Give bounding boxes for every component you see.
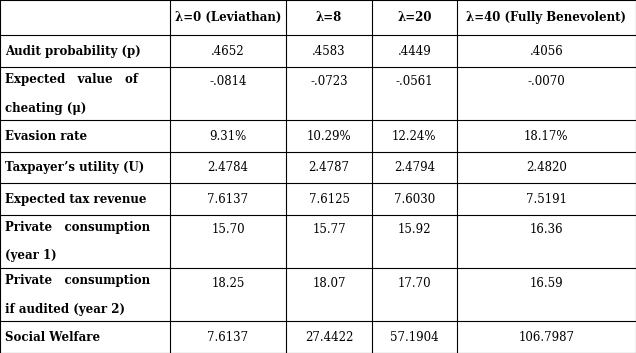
Text: cheating (μ): cheating (μ) [5, 102, 86, 114]
Text: Audit probability (p): Audit probability (p) [5, 45, 141, 58]
Text: 9.31%: 9.31% [209, 130, 247, 143]
Text: 7.6030: 7.6030 [394, 193, 435, 206]
Text: λ=0 (Leviathan): λ=0 (Leviathan) [175, 11, 281, 24]
Text: 57.1904: 57.1904 [390, 331, 439, 344]
Text: 10.29%: 10.29% [307, 130, 352, 143]
Text: 16.59: 16.59 [530, 277, 563, 289]
Text: 12.24%: 12.24% [392, 130, 436, 143]
Text: Expected tax revenue: Expected tax revenue [5, 193, 146, 206]
Text: Taxpayer’s utility (U): Taxpayer’s utility (U) [5, 161, 144, 174]
Text: Evasion rate: Evasion rate [5, 130, 87, 143]
Text: if audited (year 2): if audited (year 2) [5, 303, 125, 316]
Text: .4652: .4652 [211, 45, 245, 58]
Text: (year 1): (year 1) [5, 250, 57, 263]
Text: 16.36: 16.36 [530, 223, 563, 237]
Text: 18.25: 18.25 [211, 277, 245, 289]
Text: 2.4794: 2.4794 [394, 161, 435, 174]
Text: 7.6125: 7.6125 [308, 193, 350, 206]
Text: -.0070: -.0070 [527, 76, 565, 89]
Text: 2.4820: 2.4820 [526, 161, 567, 174]
Text: -.0723: -.0723 [310, 76, 348, 89]
Text: 17.70: 17.70 [398, 277, 431, 289]
Text: λ=20: λ=20 [397, 11, 432, 24]
Text: Social Welfare: Social Welfare [5, 331, 100, 344]
Text: 7.6137: 7.6137 [207, 331, 249, 344]
Text: 2.4784: 2.4784 [207, 161, 249, 174]
Text: 7.6137: 7.6137 [207, 193, 249, 206]
Text: 15.77: 15.77 [312, 223, 346, 237]
Text: λ=8: λ=8 [316, 11, 342, 24]
Text: Private   consumption: Private consumption [5, 274, 150, 287]
Text: .4583: .4583 [312, 45, 346, 58]
Text: .4056: .4056 [529, 45, 563, 58]
Text: 18.17%: 18.17% [524, 130, 569, 143]
Text: 15.70: 15.70 [211, 223, 245, 237]
Text: 18.07: 18.07 [312, 277, 346, 289]
Text: 7.5191: 7.5191 [526, 193, 567, 206]
Text: 2.4787: 2.4787 [308, 161, 350, 174]
Text: Expected   value   of: Expected value of [5, 73, 138, 86]
Text: 106.7987: 106.7987 [518, 331, 574, 344]
Text: -.0814: -.0814 [209, 76, 247, 89]
Text: .4449: .4449 [398, 45, 431, 58]
Text: -.0561: -.0561 [396, 76, 433, 89]
Text: λ=40 (Fully Benevolent): λ=40 (Fully Benevolent) [466, 11, 626, 24]
Text: 15.92: 15.92 [398, 223, 431, 237]
Text: Private   consumption: Private consumption [5, 221, 150, 234]
Text: 27.4422: 27.4422 [305, 331, 354, 344]
